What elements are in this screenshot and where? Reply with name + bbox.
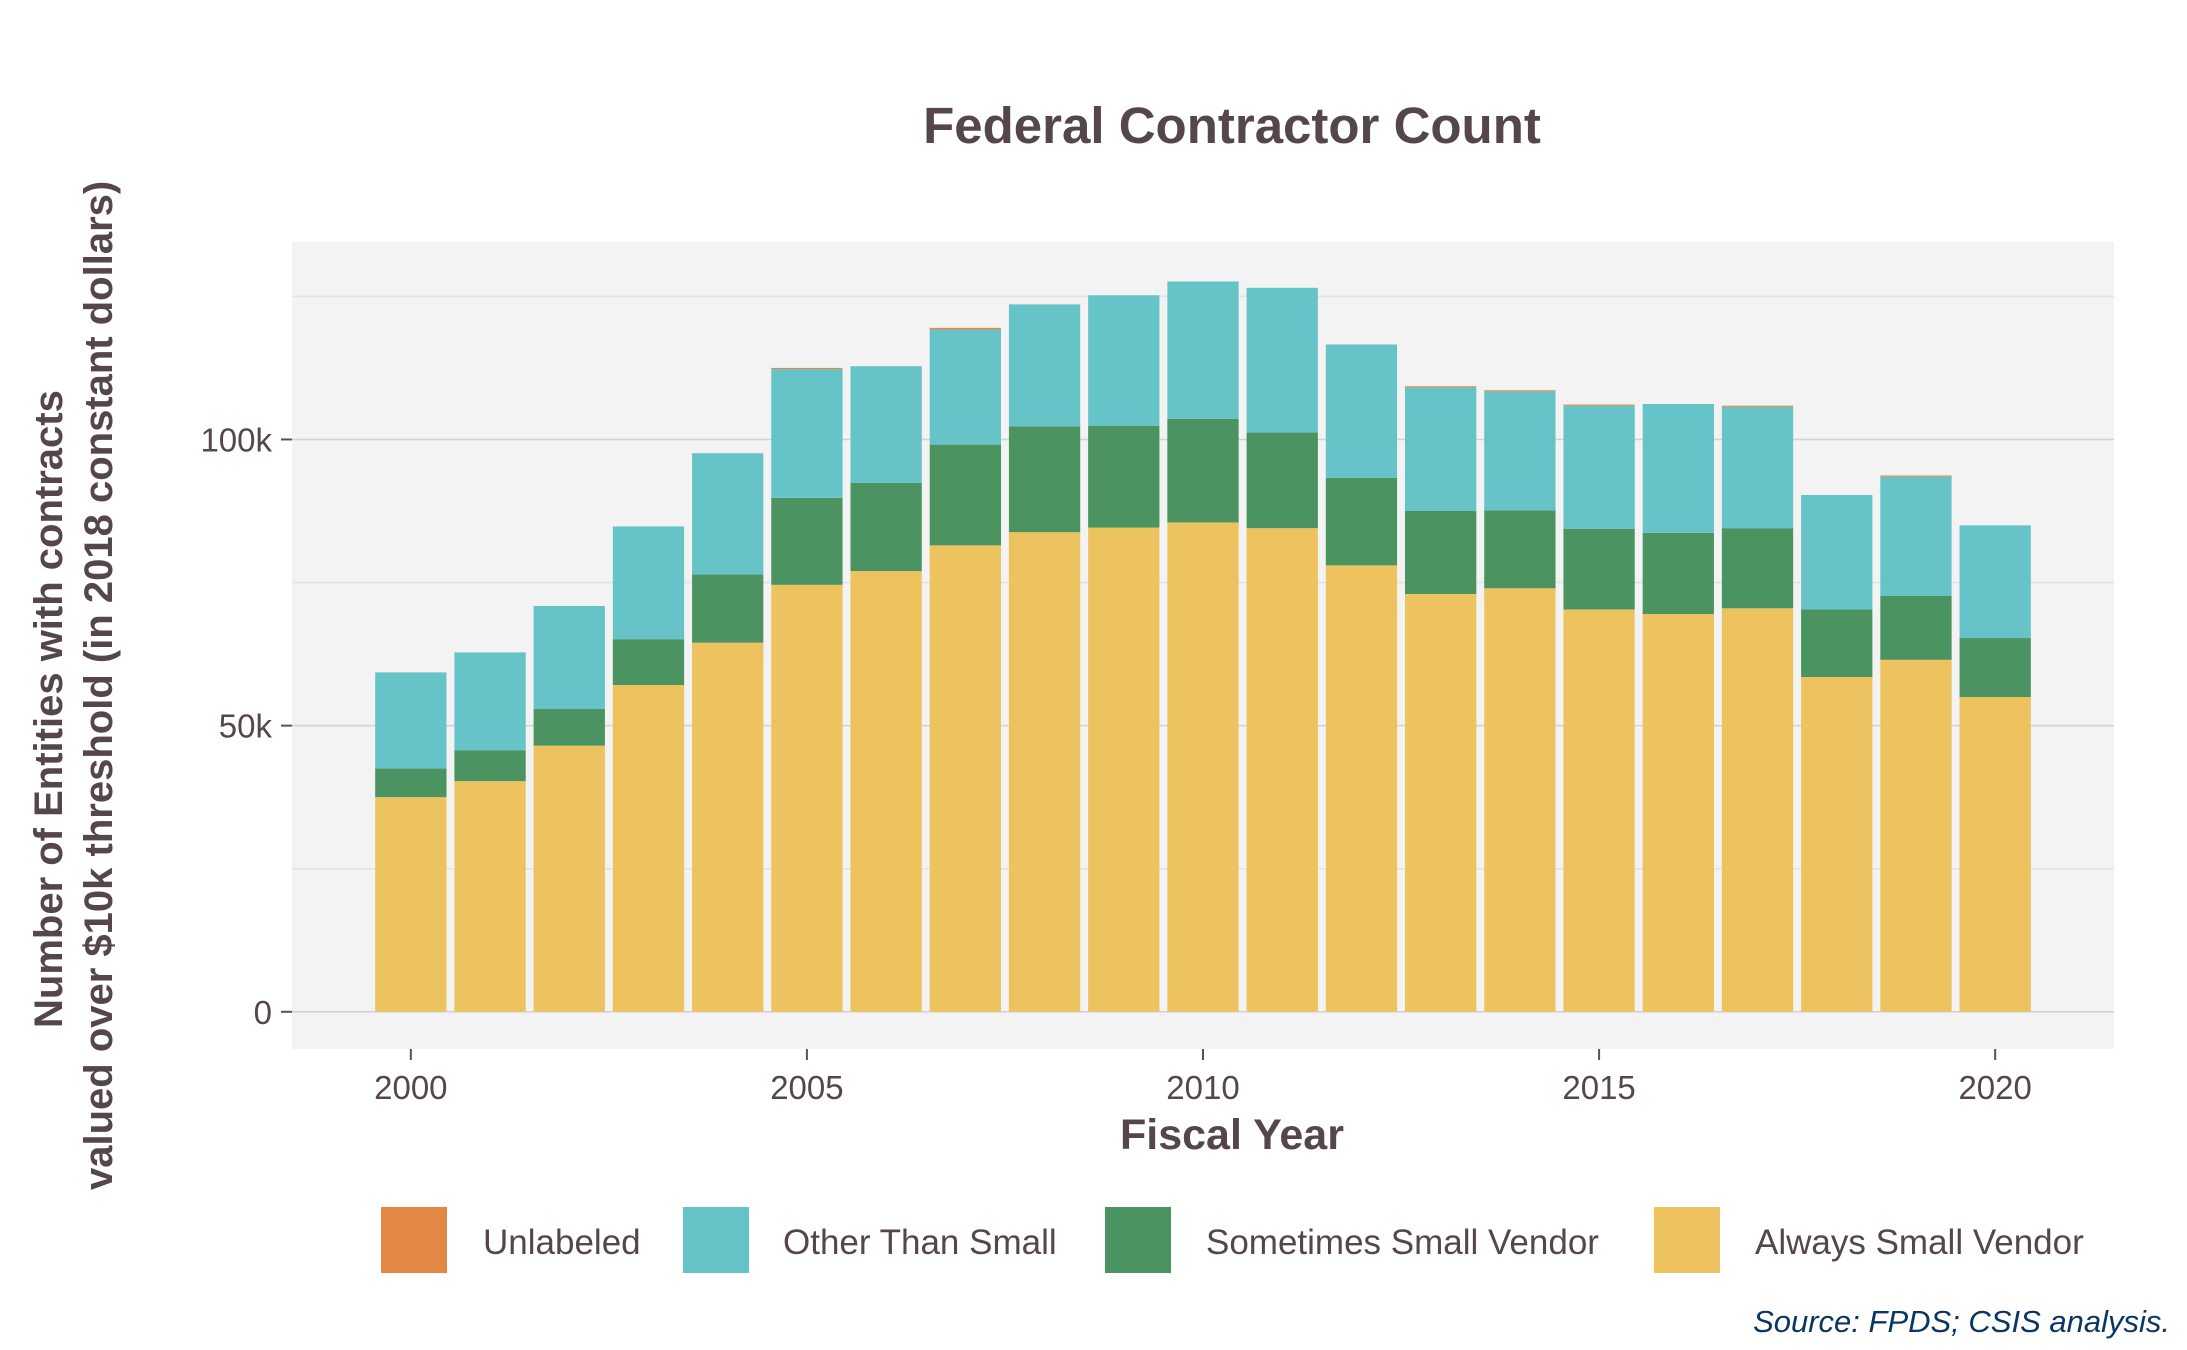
bar-sometimes-small-vendor-2020	[1959, 638, 2031, 698]
bar-other-than-small-2020	[1959, 525, 2031, 639]
legend-key-unlabeled	[379, 1205, 449, 1275]
x-tick-label: 2015	[1562, 1069, 1635, 1106]
bar-other-than-small-2008	[1008, 304, 1081, 427]
bar-always-small-vendor-2007	[929, 545, 1001, 1012]
bar-other-than-small-2014	[1484, 391, 1556, 511]
bar-other-than-small-2007	[929, 329, 1001, 445]
bar-always-small-vendor-2003	[612, 684, 685, 1012]
bar-always-small-vendor-2001	[454, 781, 526, 1012]
bar-sometimes-small-vendor-2014	[1484, 510, 1556, 589]
bar-sometimes-small-vendor-2011	[1246, 432, 1318, 529]
bar-sometimes-small-vendor-2013	[1405, 511, 1477, 594]
y-axis-title: Number of Entities with contracts valued…	[27, 181, 121, 1190]
bar-other-than-small-2009	[1088, 295, 1160, 426]
bar-sometimes-small-vendor-2002	[533, 709, 605, 746]
bar-always-small-vendor-2016	[1642, 614, 1714, 1012]
legend-label-other-than-small: Other Than Small	[783, 1223, 1057, 1262]
bar-sometimes-small-vendor-2012	[1325, 477, 1398, 566]
bars	[375, 281, 2031, 1012]
bar-always-small-vendor-2015	[1563, 609, 1635, 1012]
bar-sometimes-small-vendor-2008	[1008, 426, 1081, 533]
bar-other-than-small-2005	[771, 369, 843, 498]
bar-sometimes-small-vendor-2009	[1088, 425, 1160, 528]
x-tick-label: 2010	[1166, 1069, 1239, 1106]
bar-always-small-vendor-2009	[1088, 527, 1160, 1012]
bar-other-than-small-2017	[1721, 406, 1794, 529]
y-axis-title-line-1: Number of Entities with contracts	[27, 390, 71, 1028]
y-axis: 0 50k 100k	[200, 421, 292, 1031]
bar-sometimes-small-vendor-2007	[929, 444, 1001, 546]
bar-always-small-vendor-2012	[1325, 565, 1398, 1012]
chart-title: Federal Contractor Count	[923, 97, 1541, 154]
bar-other-than-small-2000	[375, 672, 447, 769]
bar-other-than-small-2011	[1246, 287, 1318, 433]
bar-other-than-small-2004	[692, 453, 764, 575]
y-tick-label: 0	[254, 994, 272, 1031]
bar-sometimes-small-vendor-2017	[1721, 528, 1794, 609]
legend-label-sometimes-small-vendor: Sometimes Small Vendor	[1206, 1223, 1599, 1262]
bar-unlabeled-2007	[929, 327, 1001, 330]
bar-always-small-vendor-2004	[692, 642, 764, 1012]
x-axis: 2000 2005 2010 2015 2020	[374, 1049, 2032, 1106]
bar-other-than-small-2002	[533, 606, 605, 710]
x-tick-label: 2000	[374, 1069, 447, 1106]
bar-sometimes-small-vendor-2000	[375, 768, 447, 798]
bar-other-than-small-2016	[1642, 403, 1714, 533]
y-tick-label: 50k	[219, 708, 273, 745]
y-axis-title-line-2: valued over $10k threshold (in 2018 cons…	[77, 181, 121, 1190]
bar-always-small-vendor-2017	[1721, 608, 1794, 1012]
x-tick-label: 2020	[1958, 1069, 2031, 1106]
legend-label-always-small-vendor: Always Small Vendor	[1755, 1223, 2084, 1262]
bar-always-small-vendor-2019	[1880, 659, 1952, 1012]
bar-other-than-small-2010	[1167, 281, 1239, 419]
legend-key-other-than-small	[681, 1205, 751, 1275]
bar-sometimes-small-vendor-2001	[454, 750, 526, 782]
source-note: Source: FPDS; CSIS analysis.	[1753, 1304, 2170, 1339]
legend-key-sometimes-small-vendor	[1103, 1205, 1173, 1275]
bar-always-small-vendor-2011	[1246, 528, 1318, 1012]
bar-unlabeled-2005	[771, 367, 843, 370]
legend-label-unlabeled: Unlabeled	[483, 1223, 641, 1262]
bar-other-than-small-2001	[454, 652, 526, 751]
bar-unlabeled-2019	[1880, 475, 1952, 477]
bar-sometimes-small-vendor-2004	[692, 574, 764, 643]
bar-sometimes-small-vendor-2015	[1563, 528, 1635, 610]
bar-sometimes-small-vendor-2003	[612, 639, 685, 685]
bar-other-than-small-2013	[1405, 387, 1477, 511]
bar-other-than-small-2015	[1563, 405, 1635, 529]
bar-sometimes-small-vendor-2005	[771, 497, 843, 585]
bar-always-small-vendor-2013	[1405, 593, 1477, 1012]
bar-always-small-vendor-2006	[850, 571, 922, 1012]
legend: Unlabeled Other Than Small Sometimes Small…	[379, 1205, 2084, 1275]
bar-always-small-vendor-2018	[1801, 676, 1873, 1012]
bar-sometimes-small-vendor-2016	[1642, 532, 1714, 615]
bar-sometimes-small-vendor-2006	[850, 482, 922, 572]
bar-always-small-vendor-2014	[1484, 588, 1556, 1012]
bar-sometimes-small-vendor-2018	[1801, 609, 1873, 677]
legend-key-always-small-vendor	[1652, 1205, 1722, 1275]
bar-always-small-vendor-2002	[533, 745, 605, 1012]
x-tick-label: 2005	[770, 1069, 843, 1106]
bar-always-small-vendor-2000	[375, 797, 447, 1012]
bar-always-small-vendor-2010	[1167, 522, 1239, 1012]
bar-other-than-small-2006	[850, 366, 922, 483]
x-axis-title: Fiscal Year	[1120, 1111, 1344, 1159]
bar-unlabeled-2013	[1405, 386, 1477, 388]
bar-sometimes-small-vendor-2019	[1880, 595, 1952, 660]
bar-unlabeled-2017	[1721, 405, 1794, 407]
bar-sometimes-small-vendor-2010	[1167, 418, 1239, 523]
bar-other-than-small-2019	[1880, 476, 1952, 596]
bar-always-small-vendor-2005	[771, 584, 843, 1012]
y-tick-label: 100k	[200, 421, 272, 458]
bar-other-than-small-2003	[612, 526, 685, 640]
bar-always-small-vendor-2020	[1959, 697, 2031, 1012]
bar-always-small-vendor-2008	[1008, 532, 1081, 1012]
bar-unlabeled-2015	[1563, 404, 1635, 406]
bar-unlabeled-2014	[1484, 390, 1556, 392]
bar-other-than-small-2012	[1325, 344, 1398, 478]
bar-other-than-small-2018	[1801, 494, 1873, 610]
